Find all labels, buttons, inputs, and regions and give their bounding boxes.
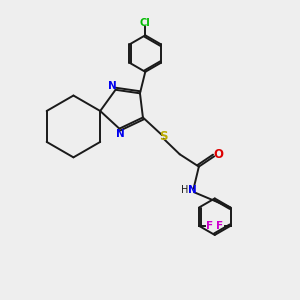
- Text: N: N: [188, 185, 197, 195]
- Text: F: F: [216, 221, 224, 231]
- Text: S: S: [160, 130, 168, 143]
- Text: O: O: [213, 148, 223, 161]
- Text: Cl: Cl: [140, 18, 151, 28]
- Text: F: F: [206, 221, 213, 231]
- Text: N: N: [108, 81, 117, 91]
- Text: H: H: [181, 185, 188, 195]
- Text: N: N: [116, 129, 125, 139]
